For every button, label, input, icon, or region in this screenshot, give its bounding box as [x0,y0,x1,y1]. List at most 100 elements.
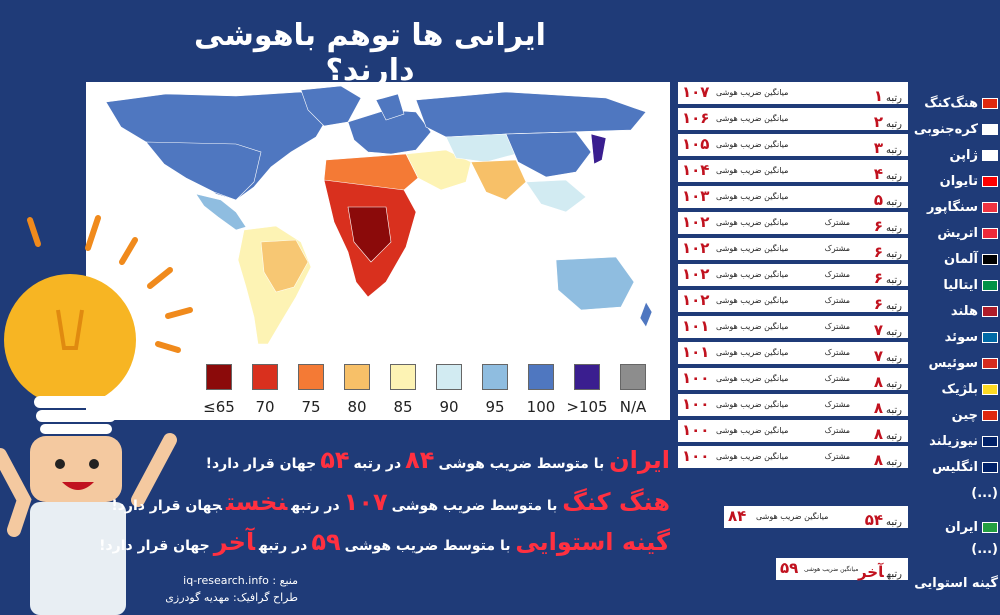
flag-icon [982,279,998,291]
country-item: ژاپن [949,144,998,166]
ranking-row: رتبه۲ میانگین ضریب هوشی ۱۰۶ [678,108,908,131]
flag-icon [982,435,998,447]
country-item: انگلیس [932,456,998,478]
ranking-row: رتبه۸ مشترک میانگین ضریب هوشی ۱۰۰ [678,446,908,469]
country-item: آلمان [944,248,998,270]
legend-label: 100 [526,398,556,416]
legend-label: 80 [347,398,367,416]
country-item: سوئد [945,326,998,348]
southeast-asia [525,179,587,213]
legend-label: 95 [485,398,505,416]
ranking-row: رتبه۷ مشترک میانگین ضریب هوشی ۱۰۱ [678,342,908,365]
legend-swatch [574,364,600,390]
iq-value: ۱۰۰ [682,395,710,413]
central-africa [347,206,392,263]
country-item: سنگاپور [927,196,998,218]
flag-icon [982,357,998,369]
scandinavia [375,93,405,121]
ranking-row: رتبه۱ میانگین ضریب هوشی ۱۰۷ [678,82,908,105]
ranking-row-guinea: رتبهآخر میانگین ضریب هوشی ۵۹ [776,558,908,581]
world-map [86,82,670,362]
flag-icon [982,253,998,265]
flag-icon [982,461,998,473]
summary-sentence-hongkong: هنگ کنگ با متوسط ضریب هوشی۱۰۷در رتبهنخست… [111,488,670,516]
australia [555,256,635,311]
source-credit: منبع : iq-research.info طراح گرافیک: مهد… [165,574,298,604]
iq-value: ۱۰۰ [682,447,710,465]
russia [415,91,647,138]
flag-icon [982,331,998,343]
country-item: چین [952,404,998,426]
flag-icon [982,409,998,421]
ranking-row: رتبه۵ میانگین ضریب هوشی ۱۰۳ [678,186,908,209]
iq-value: ۱۰۰ [682,369,710,387]
ranking-row: رتبه۳ میانگین ضریب هوشی ۱۰۵ [678,134,908,157]
iq-value: ۱۰۲ [682,239,710,257]
country-item: نیوزیلند [929,430,998,452]
country-item: اتریش [937,222,998,244]
country-item: ایران [945,516,998,538]
ranking-row: رتبه۴ میانگین ضریب هوشی ۱۰۴ [678,160,908,183]
page-title: ایرانی ها توهم باهوشی دارند؟ [194,18,546,88]
summary-sentence-iran: ایران با متوسط ضریب هوشی۸۴در رتبه۵۴جهان … [205,446,670,474]
character-head [30,436,122,502]
flag-icon [982,383,998,395]
country-item: تایوان [940,170,998,192]
legend-label: 75 [301,398,321,416]
country-item: بلژیک [942,378,998,400]
legend-swatch [436,364,462,390]
east-asia [590,133,607,165]
legend-swatch [620,364,646,390]
ranking-row-iran: رتبه۵۴ میانگین ضریب هوشی ۸۴ [724,506,908,529]
iq-value: ۱۰۲ [682,213,710,231]
flag-icon [982,97,998,109]
legend-swatch [206,364,232,390]
ranking-row: رتبه۶ مشترک میانگین ضریب هوشی ۱۰۲ [678,238,908,261]
legend-label: 70 [255,398,275,416]
country-item: هنگ‌کنگ [924,92,998,114]
world-iq-map-panel: ≤65 70 75 80 85 90 95 100 >105 N/A [86,82,670,420]
china [505,131,592,178]
ranking-row: رتبه۶ مشترک میانگین ضریب هوشی ۱۰۲ [678,290,908,313]
legend-swatch [344,364,370,390]
iq-value: ۱۰۶ [682,109,710,127]
country-item: هلند [951,300,998,322]
flag-icon [982,149,998,161]
iq-value: ۱۰۱ [682,317,710,335]
ranking-row: رتبه۶ مشترک میانگین ضریب هوشی ۱۰۲ [678,212,908,235]
iq-value: ۱۰۱ [682,343,710,361]
legend-swatch [390,364,416,390]
iq-value: ۸۴ [728,507,747,525]
bulb-icon [4,274,136,406]
central-asia [445,133,517,163]
iq-value: ۱۰۷ [682,83,710,101]
lightbulb-character-illustration [0,215,193,615]
ranking-row: رتبه۷ مشترک میانگین ضریب هوشی ۱۰۱ [678,316,908,339]
ranking-row: رتبه۸ مشترک میانگین ضریب هوشی ۱۰۰ [678,420,908,443]
country-item: ایتالیا [943,274,998,296]
bulb-rays-icon [27,215,193,353]
flag-icon [982,227,998,239]
legend-swatch [528,364,554,390]
source-link[interactable]: iq-research.info [183,574,269,587]
legend-label: 85 [393,398,413,416]
legend-label: 90 [439,398,459,416]
ranking-row: رتبه۸ مشترک میانگین ضریب هوشی ۱۰۰ [678,368,908,391]
summary-sentence-guinea: گینه استوایی با متوسط ضریب هوشی۵۹در رتبه… [99,528,670,556]
new-zealand [639,301,653,328]
usa [145,141,262,201]
legend-swatch [298,364,324,390]
country-item: سوئیس [929,352,998,374]
iq-value: ۱۰۳ [682,187,710,205]
brazil [260,239,309,293]
ranking-row: رتبه۶ مشترک میانگین ضریب هوشی ۱۰۲ [678,264,908,287]
flag-icon [982,123,998,135]
flag-icon [982,305,998,317]
flag-icon [982,521,998,533]
legend-label: ≤65 [203,398,235,416]
ranking-row: رتبه۸ مشترک میانگین ضریب هوشی ۱۰۰ [678,394,908,417]
map-legend: ≤65 70 75 80 85 90 95 100 >105 N/A [203,360,646,416]
iq-value: ۱۰۲ [682,265,710,283]
iq-value: ۱۰۰ [682,421,710,439]
south-asia [470,159,527,201]
